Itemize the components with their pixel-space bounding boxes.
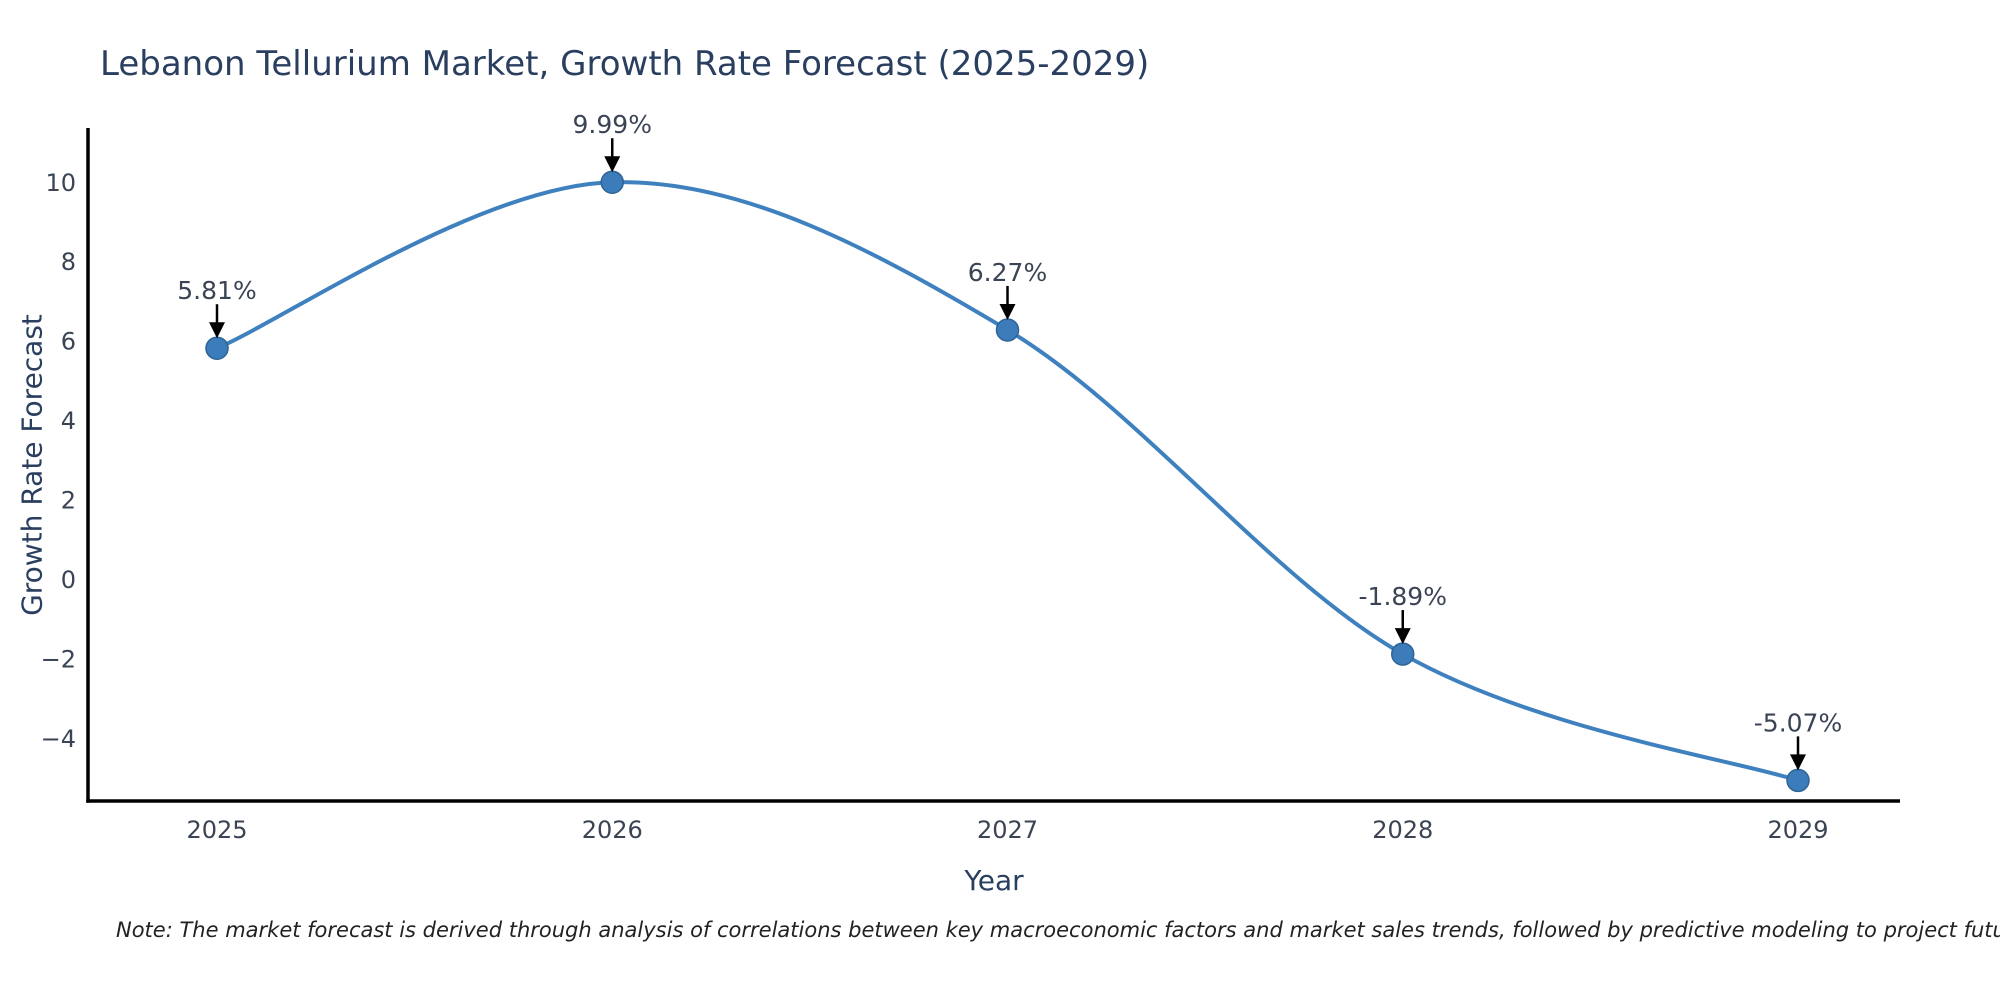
x-tick-label: 2028 <box>1372 816 1433 844</box>
footnote: Note: The market forecast is derived thr… <box>116 918 2000 942</box>
annotation-arrowhead <box>604 156 621 173</box>
x-tick-label: 2025 <box>186 816 247 844</box>
annotation-arrowhead <box>1394 628 1411 645</box>
data-point-marker <box>205 336 229 360</box>
annotation-label: -1.89% <box>1359 582 1447 611</box>
annotation-arrowhead <box>209 322 225 339</box>
annotation-label: 6.27% <box>968 258 1047 287</box>
annotation-label: -5.07% <box>1754 708 1842 737</box>
annotation-arrowhead <box>999 303 1016 320</box>
y-tick-label: 10 <box>45 169 76 197</box>
chart-title: Lebanon Tellurium Market, Growth Rate Fo… <box>100 44 1150 84</box>
x-axis-title: Year <box>964 864 1024 897</box>
x-tick-label: 2029 <box>1767 816 1828 844</box>
annotation-label: 5.81% <box>177 276 256 305</box>
y-tick-label: −4 <box>41 725 76 753</box>
y-tick-label: 6 <box>61 328 76 356</box>
x-tick-label: 2027 <box>977 816 1038 844</box>
data-point-marker <box>1391 642 1415 666</box>
x-tick-label: 2026 <box>582 816 643 844</box>
data-point-marker <box>1786 768 1810 793</box>
annotation-arrowhead <box>1790 754 1806 771</box>
data-point-marker <box>600 170 624 194</box>
y-tick-label: −2 <box>41 645 76 673</box>
y-tick-label: 2 <box>61 487 76 515</box>
y-tick-label: 0 <box>61 566 76 594</box>
y-tick-label: 8 <box>61 248 76 276</box>
data-point-marker <box>995 318 1020 342</box>
annotation-label: 9.99% <box>573 110 652 139</box>
y-tick-label: 4 <box>61 407 76 435</box>
